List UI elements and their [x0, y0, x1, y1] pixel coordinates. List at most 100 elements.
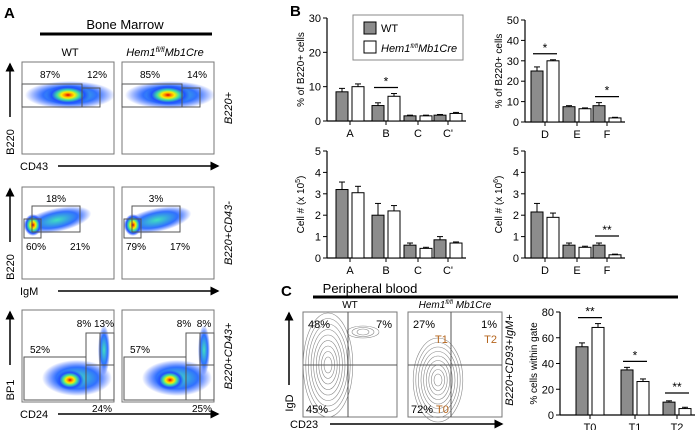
ko-name: Hem1: [126, 47, 155, 59]
x-tick-label: T1: [629, 422, 642, 430]
y-tick-label: 40: [542, 359, 554, 371]
gate: [81, 87, 101, 108]
legend: WT Hem1fl/flMb1Cre: [352, 14, 464, 61]
gate-percent: 60%: [26, 242, 46, 253]
significance-label: **: [602, 223, 612, 237]
gate-percent: 8%: [177, 319, 192, 330]
panel-c-title: Peripheral blood: [323, 281, 418, 296]
bar-ko: [608, 254, 622, 259]
y-axis-label-text: Cell # (x 10: [296, 182, 307, 233]
y-axis-label-text: % of B220+ cells: [494, 34, 505, 109]
gate-percent: 14%: [187, 70, 207, 81]
y-axis-label: Cell # (x 105): [295, 176, 307, 234]
ko-suffix: Mb1Cre: [165, 47, 204, 59]
y-tick-label: 20: [507, 76, 519, 88]
y-tick-label: 30: [309, 13, 321, 25]
bar-wt: [562, 106, 576, 123]
y-tick-label: 3: [315, 189, 321, 201]
y-axis-label-text: Cell # (x 10: [494, 182, 505, 233]
gate-percent: 8%: [77, 319, 92, 330]
x-axis-label: CD23: [290, 419, 318, 430]
flow-plot: 52% 8% 13% 24%: [21, 309, 115, 415]
y-tick-label: 40: [507, 35, 519, 47]
gate-percent: 21%: [70, 242, 90, 253]
gate-name: T1: [435, 334, 448, 346]
cell-density: [98, 325, 110, 375]
x-tick-label: C': [443, 128, 453, 140]
bar-wt: [575, 346, 589, 416]
y-axis-label: B220: [5, 254, 17, 280]
significance-label: **: [672, 380, 682, 394]
contour-line: [418, 346, 458, 414]
y-axis-label: % of B220+ cells: [296, 32, 307, 107]
quadrant-percent: 1%: [481, 319, 497, 331]
bar-wt: [403, 115, 417, 122]
gate-label: B220+CD43+: [223, 322, 235, 389]
y-axis-label-end: ): [494, 176, 505, 179]
y-tick-label: 0: [315, 116, 321, 128]
contour-line: [412, 337, 464, 423]
bar-ko: [636, 381, 650, 416]
gate-percent: 13%: [94, 319, 114, 330]
legend-wt-label: WT: [381, 23, 398, 35]
gate-label: B220+CD93+IgM+: [504, 314, 516, 406]
y-tick-label: 0: [315, 253, 321, 265]
quadrant-percent: 45%: [306, 404, 328, 416]
y-axis-label: BP1: [5, 380, 17, 401]
cell-density-core: [146, 85, 190, 105]
gate-percent: 17%: [170, 242, 190, 253]
y-tick-label: 0: [548, 410, 554, 422]
gate-name: T2: [484, 334, 497, 346]
bar-wt: [335, 91, 349, 122]
x-axis-label: CD43: [20, 161, 48, 173]
x-tick-label: C: [414, 265, 422, 277]
gate-percent: 57%: [130, 345, 150, 356]
y-tick-label: 1: [315, 232, 321, 244]
y-axis-label: Cell # (x 106): [493, 176, 505, 234]
gate-percent: 3%: [149, 194, 164, 205]
y-axis-label: B220: [5, 129, 17, 155]
x-tick-label: T0: [584, 422, 597, 430]
bar-chart: 0 10 20 30 40 50% of B220+ cells D E F * *: [494, 15, 625, 141]
bar-wt: [403, 244, 417, 259]
legend-ko-name: Hem1: [381, 43, 410, 55]
col-ko: Hem1fl/flMb1Cre: [126, 47, 203, 59]
c-col-wt: WT: [342, 300, 358, 311]
bar-ko: [449, 112, 463, 122]
bar-wt: [562, 244, 576, 259]
contour-plot: 48% 7% 45%: [302, 311, 398, 418]
bar-chart: 0 1 2 3 4 5 Cell # (x 106) D E F **: [493, 146, 625, 277]
y-tick-label: 4: [315, 167, 321, 179]
contour-line: [415, 342, 461, 418]
x-tick-label: A: [346, 265, 354, 277]
plot-frame: [21, 61, 115, 155]
bar-wt: [335, 189, 349, 259]
y-tick-label: 2: [315, 210, 321, 222]
bar-wt: [620, 369, 634, 416]
gate: [23, 218, 42, 239]
gate-percent: 52%: [30, 345, 50, 356]
x-tick-label: D: [541, 265, 549, 277]
quadrant-percent: 27%: [413, 319, 435, 331]
bar-ko: [546, 216, 560, 259]
bar-ko: [608, 117, 622, 123]
gate-percent: 18%: [46, 194, 66, 205]
flow-plot: 57% 8% 8% 25%: [121, 309, 215, 415]
contour-line: [433, 373, 443, 387]
bar-wt: [530, 211, 544, 259]
c-ko-suffix: Mb1Cre: [453, 300, 492, 311]
x-tick-label: E: [573, 265, 580, 277]
significance-label: *: [543, 41, 548, 55]
legend-ko-sup: fl/fl: [410, 44, 418, 50]
significance-label: *: [605, 84, 610, 98]
y-tick-label: 0: [513, 253, 519, 265]
gate-percent: 12%: [87, 70, 107, 81]
gate: [181, 87, 201, 108]
x-tick-label: C: [414, 128, 422, 140]
bar-ko: [591, 326, 605, 416]
gate-percent: 79%: [126, 242, 146, 253]
y-axis-label-text: % of B220+ cells: [296, 32, 307, 107]
